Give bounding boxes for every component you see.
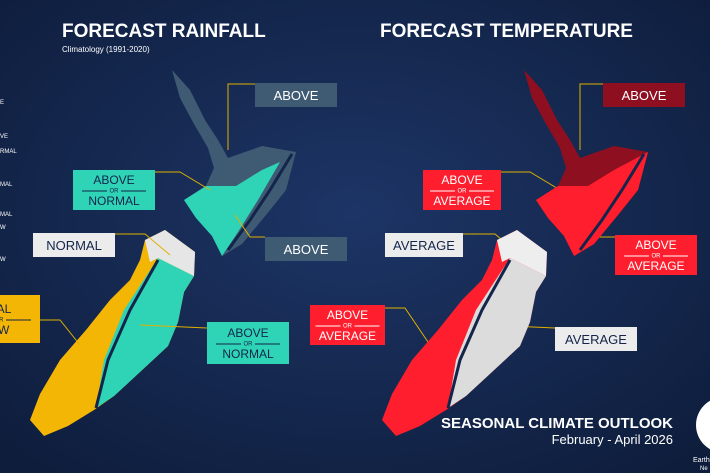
legend-text: RMAL bbox=[0, 149, 17, 155]
label-box bbox=[255, 83, 337, 107]
label-text: ABOVE bbox=[227, 326, 268, 340]
logo-text: Earth bbox=[693, 457, 710, 464]
label-text: NORMAL bbox=[222, 347, 274, 361]
label-text: AVERAGE bbox=[319, 329, 376, 343]
label-box bbox=[0, 295, 40, 343]
label-box bbox=[603, 83, 685, 107]
label-text: ABOVE bbox=[284, 242, 329, 257]
rainfall-title: FORECAST RAINFALL bbox=[62, 21, 266, 42]
temperature-title: FORECAST TEMPERATURE bbox=[380, 21, 633, 42]
legend-text: MAL bbox=[0, 182, 13, 188]
rainfall-map bbox=[30, 70, 296, 436]
label-text: MAL bbox=[0, 302, 12, 316]
label-box bbox=[207, 322, 289, 364]
label-or: OR bbox=[0, 318, 4, 324]
rainfall-subtitle: Climatology (1991-2020) bbox=[62, 45, 150, 54]
label-text: ABOVE bbox=[441, 173, 482, 187]
footer-title: SEASONAL CLIMATE OUTLOOK bbox=[441, 415, 673, 432]
label-text: ABOVE bbox=[622, 88, 667, 103]
legend-text: W bbox=[0, 225, 6, 231]
label-or: OR bbox=[110, 189, 120, 195]
logo bbox=[696, 400, 710, 450]
temperature-map bbox=[382, 70, 648, 436]
label-box bbox=[555, 327, 637, 351]
footer-period: February - April 2026 bbox=[552, 432, 673, 447]
label-text: ABOVE bbox=[274, 88, 319, 103]
label-text: OW bbox=[0, 323, 10, 337]
label-or: OR bbox=[652, 254, 662, 260]
label-text: AVERAGE bbox=[393, 238, 455, 253]
label-box bbox=[265, 237, 347, 261]
label-box bbox=[615, 235, 697, 275]
legend-text: VE bbox=[0, 134, 8, 140]
label-text: ABOVE bbox=[635, 238, 676, 252]
label-or: OR bbox=[244, 342, 254, 348]
label-text: NORMAL bbox=[88, 194, 140, 208]
label-text: AVERAGE bbox=[565, 332, 627, 347]
label-or: OR bbox=[343, 324, 353, 330]
label-text: ABOVE bbox=[327, 308, 368, 322]
label-box bbox=[385, 233, 463, 257]
label-text: ABOVE bbox=[93, 173, 134, 187]
label-text: AVERAGE bbox=[433, 194, 490, 208]
label-or: OR bbox=[458, 189, 468, 195]
logo-text: Ne bbox=[700, 466, 708, 472]
legend-text: MAL bbox=[0, 212, 13, 218]
label-text: NORMAL bbox=[46, 238, 102, 253]
legend-text: W bbox=[0, 257, 6, 263]
label-box bbox=[33, 233, 115, 257]
label-box bbox=[73, 170, 155, 210]
legend-text: E bbox=[0, 100, 4, 106]
label-box bbox=[310, 305, 385, 345]
label-box bbox=[423, 170, 501, 210]
label-text: AVERAGE bbox=[627, 259, 684, 273]
